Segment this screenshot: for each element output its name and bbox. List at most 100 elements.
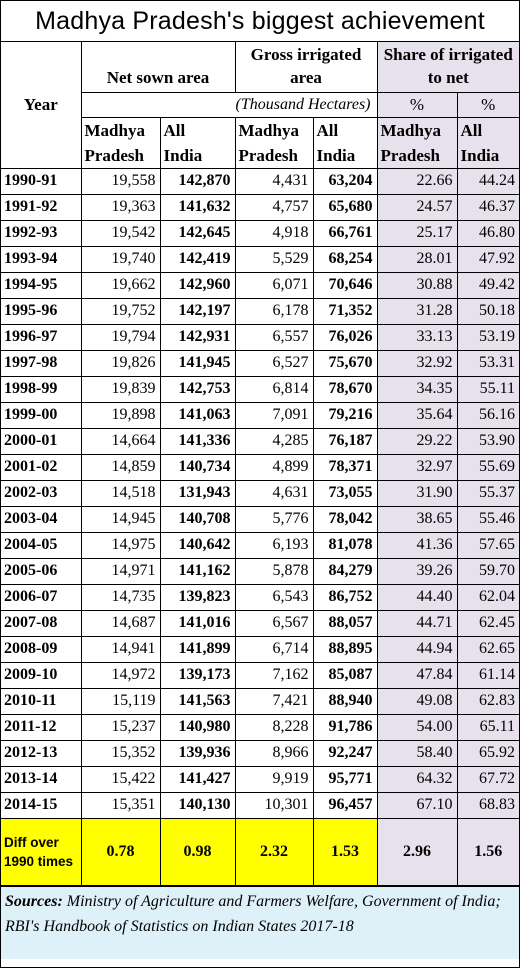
table-row: 2011-12 15,237 140,980 8,228 91,786 54.00 65.1… (1, 713, 519, 741)
year-cell: 1996-97 (1, 323, 82, 351)
share-india-cell: 61.14 (456, 661, 519, 689)
diff-value: 1.56 (456, 818, 519, 886)
year-cell: 2005-06 (1, 557, 82, 585)
table-row: 2005-06 14,971 141,162 5,878 84,279 39.26 59.7… (1, 557, 519, 585)
net-india-cell: 141,632 (159, 193, 236, 221)
share-mp-cell: 41.36 (376, 531, 458, 559)
net-mp-cell: 15,237 (80, 713, 161, 741)
table-row: 2008-09 14,941 141,899 6,714 88,895 44.94 62.6… (1, 635, 519, 663)
share-india-cell: 55.11 (456, 375, 519, 403)
net-mp-cell: 14,735 (80, 583, 161, 611)
year-cell: 2001-02 (1, 453, 82, 481)
year-cell: 1992-93 (1, 219, 82, 247)
net-mp-cell: 14,945 (80, 505, 161, 533)
gross-mp-cell: 8,228 (234, 713, 314, 741)
net-mp-cell: 14,859 (80, 453, 161, 481)
net-mp-cell: 15,422 (80, 765, 161, 793)
net-mp-cell: 19,662 (80, 271, 161, 299)
gross-mp-cell: 6,178 (234, 297, 314, 325)
gross-mp-cell: 7,162 (234, 661, 314, 689)
year-cell: 1995-96 (1, 297, 82, 325)
gross-india-cell: 88,940 (312, 687, 378, 715)
subheader-gross-mp: Madhya Pradesh (234, 116, 314, 169)
table-body: 1990-91 19,558 142,870 4,431 63,204 22.66 44.2… (1, 168, 519, 819)
gross-india-cell: 96,457 (312, 791, 378, 819)
table-row: 2009-10 14,972 139,173 7,162 85,087 47.84 61.1… (1, 661, 519, 689)
share-india-cell: 46.80 (456, 219, 519, 247)
share-india-cell: 55.37 (456, 479, 519, 507)
net-mp-cell: 14,975 (80, 531, 161, 559)
gross-india-cell: 81,078 (312, 531, 378, 559)
table-row: 2007-08 14,687 141,016 6,567 88,057 44.71 62.4… (1, 609, 519, 637)
share-india-cell: 65.11 (456, 713, 519, 741)
year-cell: 2000-01 (1, 427, 82, 455)
gross-india-cell: 75,670 (312, 349, 378, 377)
gross-india-cell: 91,786 (312, 713, 378, 741)
share-mp-cell: 44.94 (376, 635, 458, 663)
gross-india-cell: 78,371 (312, 453, 378, 481)
table-row: 1996-97 19,794 142,931 6,557 76,026 33.13 53.1… (1, 323, 519, 351)
share-india-cell: 50.18 (456, 297, 519, 325)
year-cell: 2008-09 (1, 635, 82, 663)
net-india-cell: 139,823 (159, 583, 236, 611)
share-mp-cell: 64.32 (376, 765, 458, 793)
diff-value: 0.98 (159, 818, 236, 886)
gross-india-cell: 78,042 (312, 505, 378, 533)
year-cell: 2004-05 (1, 531, 82, 559)
sources-label: Sources: (5, 892, 63, 910)
gross-mp-cell: 7,421 (234, 687, 314, 715)
gross-mp-cell: 6,527 (234, 349, 314, 377)
share-mp-cell: 22.66 (376, 168, 458, 195)
table-row: 2012-13 15,352 139,936 8,966 92,247 58.40 65.9… (1, 739, 519, 767)
net-india-cell: 142,960 (159, 271, 236, 299)
gross-mp-cell: 4,631 (234, 479, 314, 507)
table-row: 2014-15 15,351 140,130 10,301 96,457 67.10 68.… (1, 791, 519, 819)
share-india-cell: 67.72 (456, 765, 519, 793)
table-row: 1999-00 19,898 141,063 7,091 79,216 35.64 56.1… (1, 401, 519, 429)
units-label: (Thousand Hectares) (81, 91, 378, 118)
share-india-cell: 49.42 (456, 271, 519, 299)
subheader-share-mp: Madhya Pradesh (376, 116, 458, 169)
share-india-cell: 55.69 (456, 453, 519, 481)
share-india-cell: 62.04 (456, 583, 519, 611)
year-cell: 1997-98 (1, 349, 82, 377)
table-row: 2000-01 14,664 141,336 4,285 76,187 29.22 53.9… (1, 427, 519, 455)
net-mp-cell: 19,740 (80, 245, 161, 273)
gross-india-cell: 63,204 (312, 168, 378, 195)
year-cell: 1994-95 (1, 271, 82, 299)
share-india-cell: 47.92 (456, 245, 519, 273)
diff-label: Diff over 1990 times (1, 818, 82, 886)
net-india-cell: 141,563 (159, 687, 236, 715)
gross-india-cell: 76,026 (312, 323, 378, 351)
sources-note: Sources: Ministry of Agriculture and Far… (1, 885, 519, 959)
share-mp-cell: 38.65 (376, 505, 458, 533)
year-cell: 2012-13 (1, 739, 82, 767)
share-mp-cell: 49.08 (376, 687, 458, 715)
share-mp-cell: 54.00 (376, 713, 458, 741)
data-table: Year Net sown area Gross irrigated area … (1, 42, 519, 886)
gross-mp-cell: 6,557 (234, 323, 314, 351)
share-mp-cell: 58.40 (376, 739, 458, 767)
net-india-cell: 139,936 (159, 739, 236, 767)
year-cell: 2006-07 (1, 583, 82, 611)
year-cell: 1998-99 (1, 375, 82, 403)
gross-mp-cell: 4,918 (234, 219, 314, 247)
table-row: 2006-07 14,735 139,823 6,543 86,752 44.40 62.0… (1, 583, 519, 611)
table-row: 2002-03 14,518 131,943 4,631 73,055 31.90 55.3… (1, 479, 519, 507)
net-mp-cell: 14,971 (80, 557, 161, 585)
subheader-net-mp: Madhya Pradesh (81, 116, 161, 169)
net-sown-area-header: Net sown area (80, 42, 236, 93)
net-india-cell: 141,899 (159, 635, 236, 663)
share-mp-cell: 44.40 (376, 583, 458, 611)
gross-india-cell: 78,670 (312, 375, 378, 403)
gross-india-cell: 92,247 (312, 739, 378, 767)
table-row: 1994-95 19,662 142,960 6,071 70,646 30.88 49.4… (1, 271, 519, 299)
net-mp-cell: 19,752 (80, 297, 161, 325)
table-row: 1990-91 19,558 142,870 4,431 63,204 22.66 44.2… (1, 168, 519, 195)
gross-mp-cell: 7,091 (234, 401, 314, 429)
diff-value: 1.53 (312, 818, 378, 886)
share-india-cell: 57.65 (456, 531, 519, 559)
share-india-cell: 59.70 (456, 557, 519, 585)
year-cell: 1999-00 (1, 401, 82, 429)
share-mp-cell: 25.17 (376, 219, 458, 247)
